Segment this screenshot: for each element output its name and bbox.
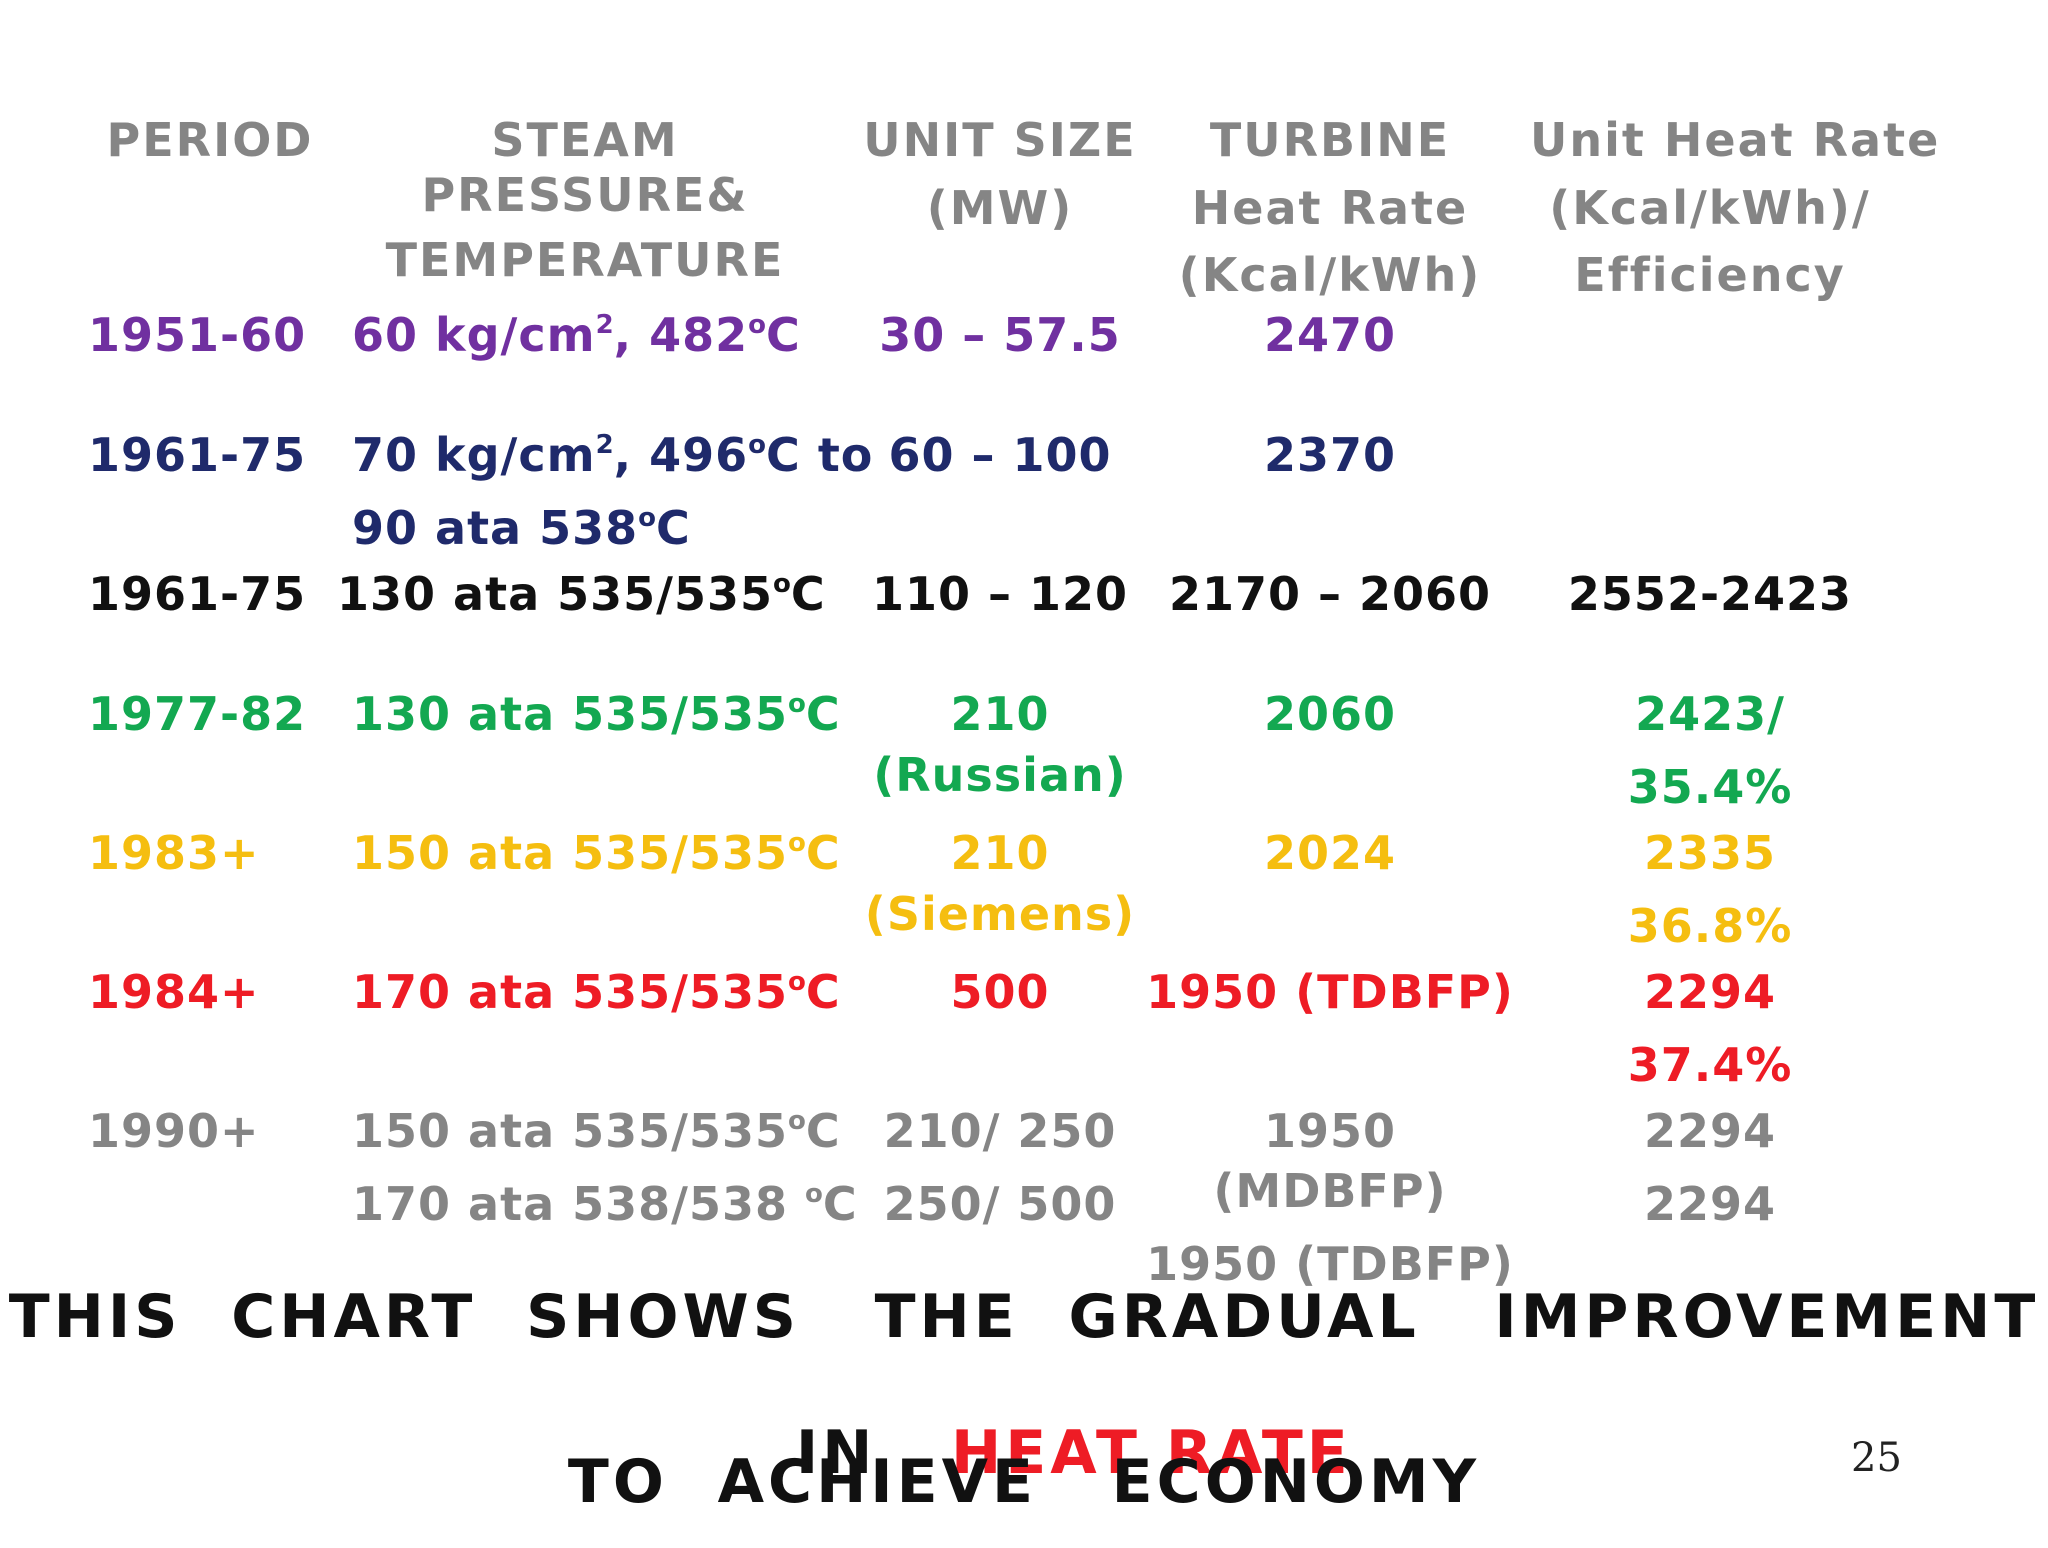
cell-period: 1961-75 <box>88 428 307 482</box>
header-period: PERIOD <box>106 113 314 167</box>
header-turbine-line3: (Kcal/kWh) <box>1178 248 1482 302</box>
cell-steam-line2: 170 ata 538/538 oC <box>352 1177 858 1231</box>
cell-unit-heat-rate: 2423/ <box>1635 687 1785 741</box>
cell-turbine-heat-rate: 2370 <box>1263 428 1397 482</box>
cell-unit-heat-rate: 2335 <box>1643 826 1777 880</box>
caption-highlight: HEAT RATE <box>951 1418 1352 1488</box>
cell-unit-heat-rate: 2294 <box>1643 1104 1777 1158</box>
header-unit-line1: UNIT SIZE <box>863 113 1137 167</box>
header-uhr-line2: (Kcal/kWh)/ <box>1549 181 1871 235</box>
cell-unit-heat-rate-line2: 2294 <box>1643 1177 1777 1231</box>
caption-line2-prefix: IN <box>795 1418 877 1488</box>
caption-line3: TO ACHIEVE ECONOMY <box>567 1447 1481 1517</box>
cell-steam: 60 kg/cm2, 482oC <box>352 308 801 362</box>
header-uhr-line1: Unit Heat Rate <box>1530 113 1941 167</box>
cell-steam: 130 ata 535/535oC <box>337 567 826 621</box>
cell-unit-size-line2: 250/ 500 <box>883 1177 1117 1231</box>
cell-turbine-heat-rate-line2: (MDBFP) <box>1213 1164 1447 1218</box>
header-steam-line2: PRESSURE& <box>421 168 749 222</box>
page-number: 25 <box>1851 1435 1902 1481</box>
cell-turbine-heat-rate: 2470 <box>1263 308 1397 362</box>
cell-steam: 150 ata 535/535oC <box>352 826 841 880</box>
cell-steam: 130 ata 535/535oC <box>352 687 841 741</box>
header-steam-line1: STEAM <box>491 113 679 167</box>
cell-unit-size: 210 <box>950 687 1050 741</box>
cell-unit-size: 500 <box>950 965 1050 1019</box>
cell-efficiency: 36.8% <box>1627 899 1793 953</box>
cell-turbine-heat-rate: 2060 <box>1263 687 1397 741</box>
cell-period: 1961-75 <box>88 567 307 621</box>
cell-turbine-heat-rate-line3: 1950 (TDBFP) <box>1146 1237 1514 1291</box>
cell-unit-heat-rate: 2552-2423 <box>1567 567 1853 621</box>
cell-turbine-heat-rate: 2024 <box>1263 826 1397 880</box>
cell-efficiency: 35.4% <box>1627 760 1793 814</box>
cell-unit-size: 110 – 120 <box>871 567 1129 621</box>
cell-efficiency: 37.4% <box>1627 1038 1793 1092</box>
cell-unit-size: 60 – 100 <box>888 428 1112 482</box>
cell-turbine-heat-rate: 1950 <box>1263 1104 1397 1158</box>
cell-steam-line2: 90 ata 538oC <box>352 501 691 555</box>
caption-line2: IN HEAT RATE <box>0 1363 2048 1543</box>
header-steam-line3: TEMPERATURE <box>385 233 785 287</box>
cell-unit-size-line2: (Russian) <box>873 748 1127 802</box>
cell-steam: 70 kg/cm2, 496oC to <box>352 428 874 482</box>
cell-turbine-heat-rate: 2170 – 2060 <box>1168 567 1492 621</box>
cell-period: 1977-82 <box>88 687 307 741</box>
cell-period: 1983+ <box>88 826 260 880</box>
cell-steam: 150 ata 535/535oC <box>352 1104 841 1158</box>
header-uhr-line3: Efficiency <box>1574 248 1846 302</box>
cell-unit-heat-rate: 2294 <box>1643 965 1777 1019</box>
caption-line1: THIS CHART SHOWS THE GRADUAL IMPROVEMENT <box>8 1282 2040 1352</box>
cell-period: 1984+ <box>88 965 260 1019</box>
cell-period: 1990+ <box>88 1104 260 1158</box>
cell-turbine-heat-rate: 1950 (TDBFP) <box>1146 965 1514 1019</box>
cell-unit-size-line2: (Siemens) <box>864 887 1136 941</box>
cell-unit-size: 210/ 250 <box>883 1104 1117 1158</box>
cell-unit-size: 210 <box>950 826 1050 880</box>
cell-steam: 170 ata 535/535oC <box>352 965 841 1019</box>
header-unit-line2: (MW) <box>926 181 1074 235</box>
header-turbine-line2: Heat Rate <box>1191 181 1469 235</box>
cell-period: 1951-60 <box>88 308 307 362</box>
cell-unit-size: 30 – 57.5 <box>879 308 1121 362</box>
header-turbine-line1: TURBINE <box>1209 113 1451 167</box>
